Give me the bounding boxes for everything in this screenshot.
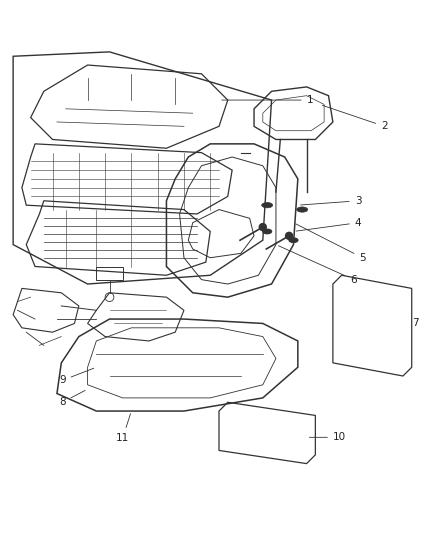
Ellipse shape [263, 229, 272, 233]
Text: 8: 8 [59, 390, 85, 407]
Text: 4: 4 [296, 217, 361, 231]
Ellipse shape [289, 238, 298, 243]
Text: 2: 2 [322, 106, 388, 131]
Text: 3: 3 [300, 196, 361, 206]
Text: 6: 6 [279, 246, 357, 285]
Text: 7: 7 [412, 318, 418, 328]
Text: 1: 1 [222, 95, 313, 105]
Circle shape [286, 232, 293, 239]
Text: 10: 10 [309, 432, 346, 442]
Text: 9: 9 [59, 368, 94, 385]
Ellipse shape [261, 203, 272, 208]
Circle shape [259, 223, 266, 231]
Text: 11: 11 [116, 414, 131, 443]
Ellipse shape [297, 207, 307, 212]
Text: 5: 5 [296, 224, 366, 263]
